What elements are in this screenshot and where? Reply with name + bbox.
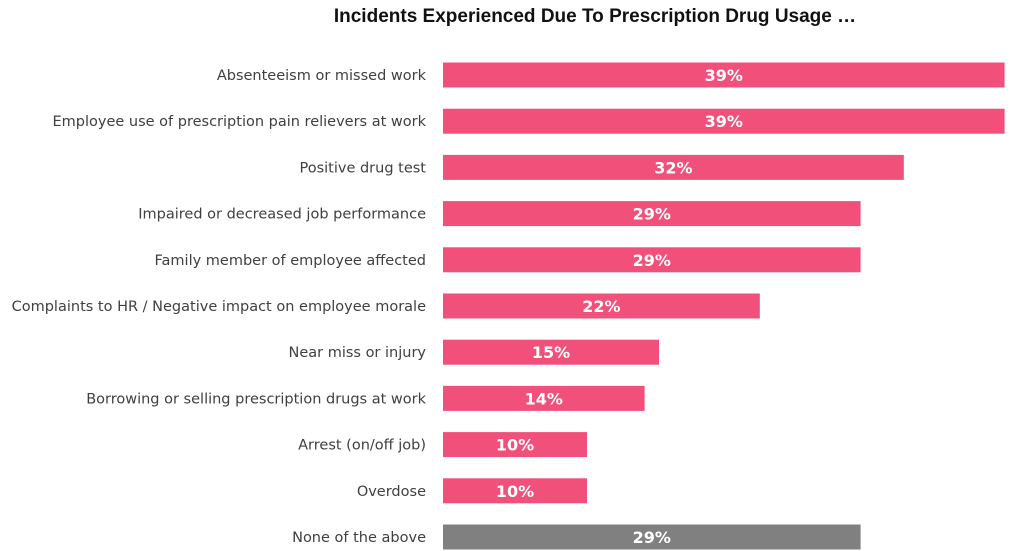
category-label: Arrest (on/off job) xyxy=(298,438,426,454)
bar-value-label: 29% xyxy=(633,251,671,270)
bar xyxy=(443,385,645,411)
category-label: Family member of employee affected xyxy=(155,253,426,269)
bar-none-of-the-above xyxy=(443,524,861,550)
bar xyxy=(443,201,861,227)
category-label: Absenteeism or missed work xyxy=(217,68,427,84)
bar-value-label: 10% xyxy=(496,436,534,455)
category-label: None of the above xyxy=(292,530,426,546)
bar xyxy=(443,339,659,365)
bar-value-label: 22% xyxy=(582,297,620,316)
bar-value-label: 10% xyxy=(496,482,534,501)
category-label: Impaired or decreased job performance xyxy=(138,207,426,223)
bar-value-label: 15% xyxy=(532,343,570,362)
bar xyxy=(443,478,587,504)
bar-value-label: 29% xyxy=(633,528,671,547)
bar-value-label: 32% xyxy=(654,158,692,177)
bar xyxy=(443,247,861,273)
category-label: Near miss or injury xyxy=(288,345,426,361)
bar xyxy=(443,154,904,180)
chart-title: Incidents Experienced Due To Prescriptio… xyxy=(333,6,857,27)
category-label: Complaints to HR / Negative impact on em… xyxy=(12,299,426,315)
bar xyxy=(443,432,587,458)
bar-value-label: 39% xyxy=(705,66,743,85)
bar xyxy=(443,108,1005,134)
category-label: Overdose xyxy=(357,484,426,500)
bar-value-label: 14% xyxy=(525,389,563,408)
bar xyxy=(443,62,1005,88)
category-label: Positive drug test xyxy=(299,160,426,176)
bar-value-label: 29% xyxy=(633,205,671,224)
bar-value-label: 39% xyxy=(705,112,743,131)
category-label: Borrowing or selling prescription drugs … xyxy=(86,391,426,407)
bar xyxy=(443,293,760,319)
category-label: Employee use of prescription pain reliev… xyxy=(52,114,426,130)
